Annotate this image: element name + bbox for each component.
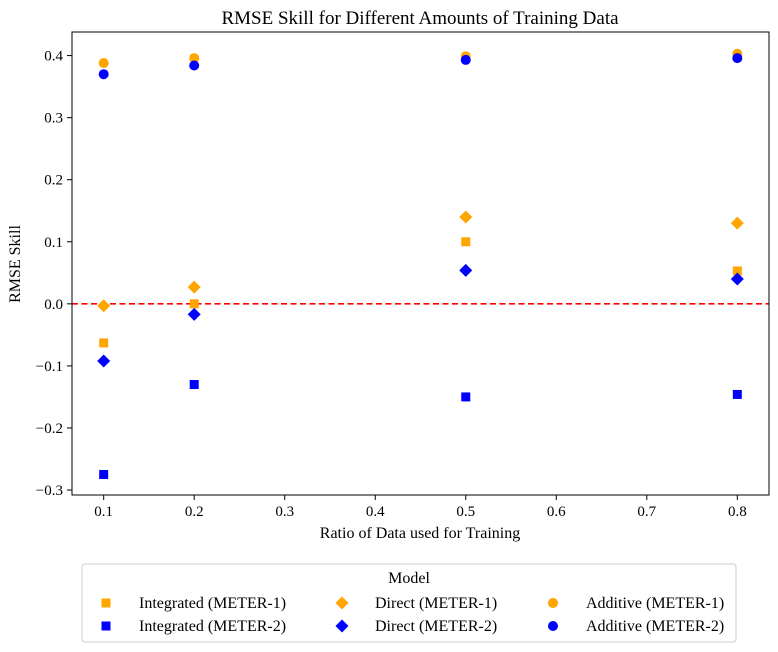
legend-marker-circle [548, 621, 558, 631]
legend-entry-label: Integrated (METER-2) [139, 618, 286, 635]
circle-data-point [732, 53, 743, 64]
square-data-point [461, 237, 471, 247]
square-data-point [732, 266, 742, 276]
square-data-point [461, 392, 471, 402]
y-tick-label: 0.4 [44, 49, 63, 65]
legend-frame [81, 563, 737, 643]
y-tick-label: 0.3 [44, 111, 63, 127]
legend-entry-label: Integrated (METER-1) [139, 595, 286, 612]
data-points [97, 48, 744, 480]
diamond-data-point [187, 280, 201, 294]
circle-data-point [189, 60, 200, 71]
circle-data-point [189, 53, 200, 64]
legend-entry-label: Direct (METER-1) [375, 595, 497, 612]
y-tick-label: −0.3 [36, 483, 63, 499]
legend-marker-diamond [335, 619, 349, 633]
legend: Model Integrated (METER-1) Integrated (ME… [81, 563, 737, 643]
legend-entry-label: Additive (METER-1) [586, 595, 724, 612]
legend-entry-label: Direct (METER-2) [375, 618, 497, 635]
square-data-point [99, 338, 109, 348]
x-tick-label: 0.6 [547, 504, 566, 520]
x-axis-label: Ratio of Data used for Training [320, 525, 520, 542]
diamond-data-point [459, 210, 473, 224]
legend-title: Model [388, 570, 430, 587]
x-tick-label: 0.2 [185, 504, 204, 520]
y-tick-label: −0.1 [36, 359, 63, 375]
plot-frame [71, 31, 770, 496]
legend-entry-label: Additive (METER-2) [586, 618, 724, 635]
diamond-data-point [97, 354, 111, 368]
x-tick-label: 0.5 [456, 504, 475, 520]
y-tick-label: 0.1 [44, 235, 63, 251]
chart-title: RMSE Skill for Different Amounts of Trai… [221, 8, 619, 29]
legend-marker-circle [548, 598, 558, 608]
square-data-point [99, 470, 109, 480]
circle-data-point [460, 54, 471, 65]
circle-data-point [98, 69, 109, 80]
x-tick-label: 0.3 [275, 504, 294, 520]
square-data-point [189, 380, 199, 390]
legend-marker-square [101, 598, 111, 608]
square-data-point [732, 389, 742, 399]
circle-data-point [98, 58, 109, 69]
diamond-data-point [187, 307, 201, 321]
legend-marker-square [101, 621, 111, 631]
axis-ticks: 0.1 0.2 0.3 0.4 0.5 0.6 0.7 0.8 −0.3 −0.2 −0.1 0.0 0… [36, 49, 747, 520]
diamond-data-point [459, 263, 473, 277]
y-axis-label: RMSE Skill [7, 225, 24, 303]
diamond-data-point [730, 216, 744, 230]
y-tick-label: −0.2 [36, 421, 63, 437]
x-tick-label: 0.8 [728, 504, 747, 520]
x-tick-label: 0.4 [366, 504, 385, 520]
diamond-data-point [730, 272, 744, 286]
square-data-point [189, 299, 199, 309]
x-tick-label: 0.7 [637, 504, 656, 520]
diamond-data-point [97, 299, 111, 313]
legend-marker-diamond [335, 596, 349, 610]
y-tick-label: 0.0 [44, 297, 63, 313]
y-tick-label: 0.2 [44, 173, 63, 189]
x-tick-label: 0.1 [94, 504, 113, 520]
